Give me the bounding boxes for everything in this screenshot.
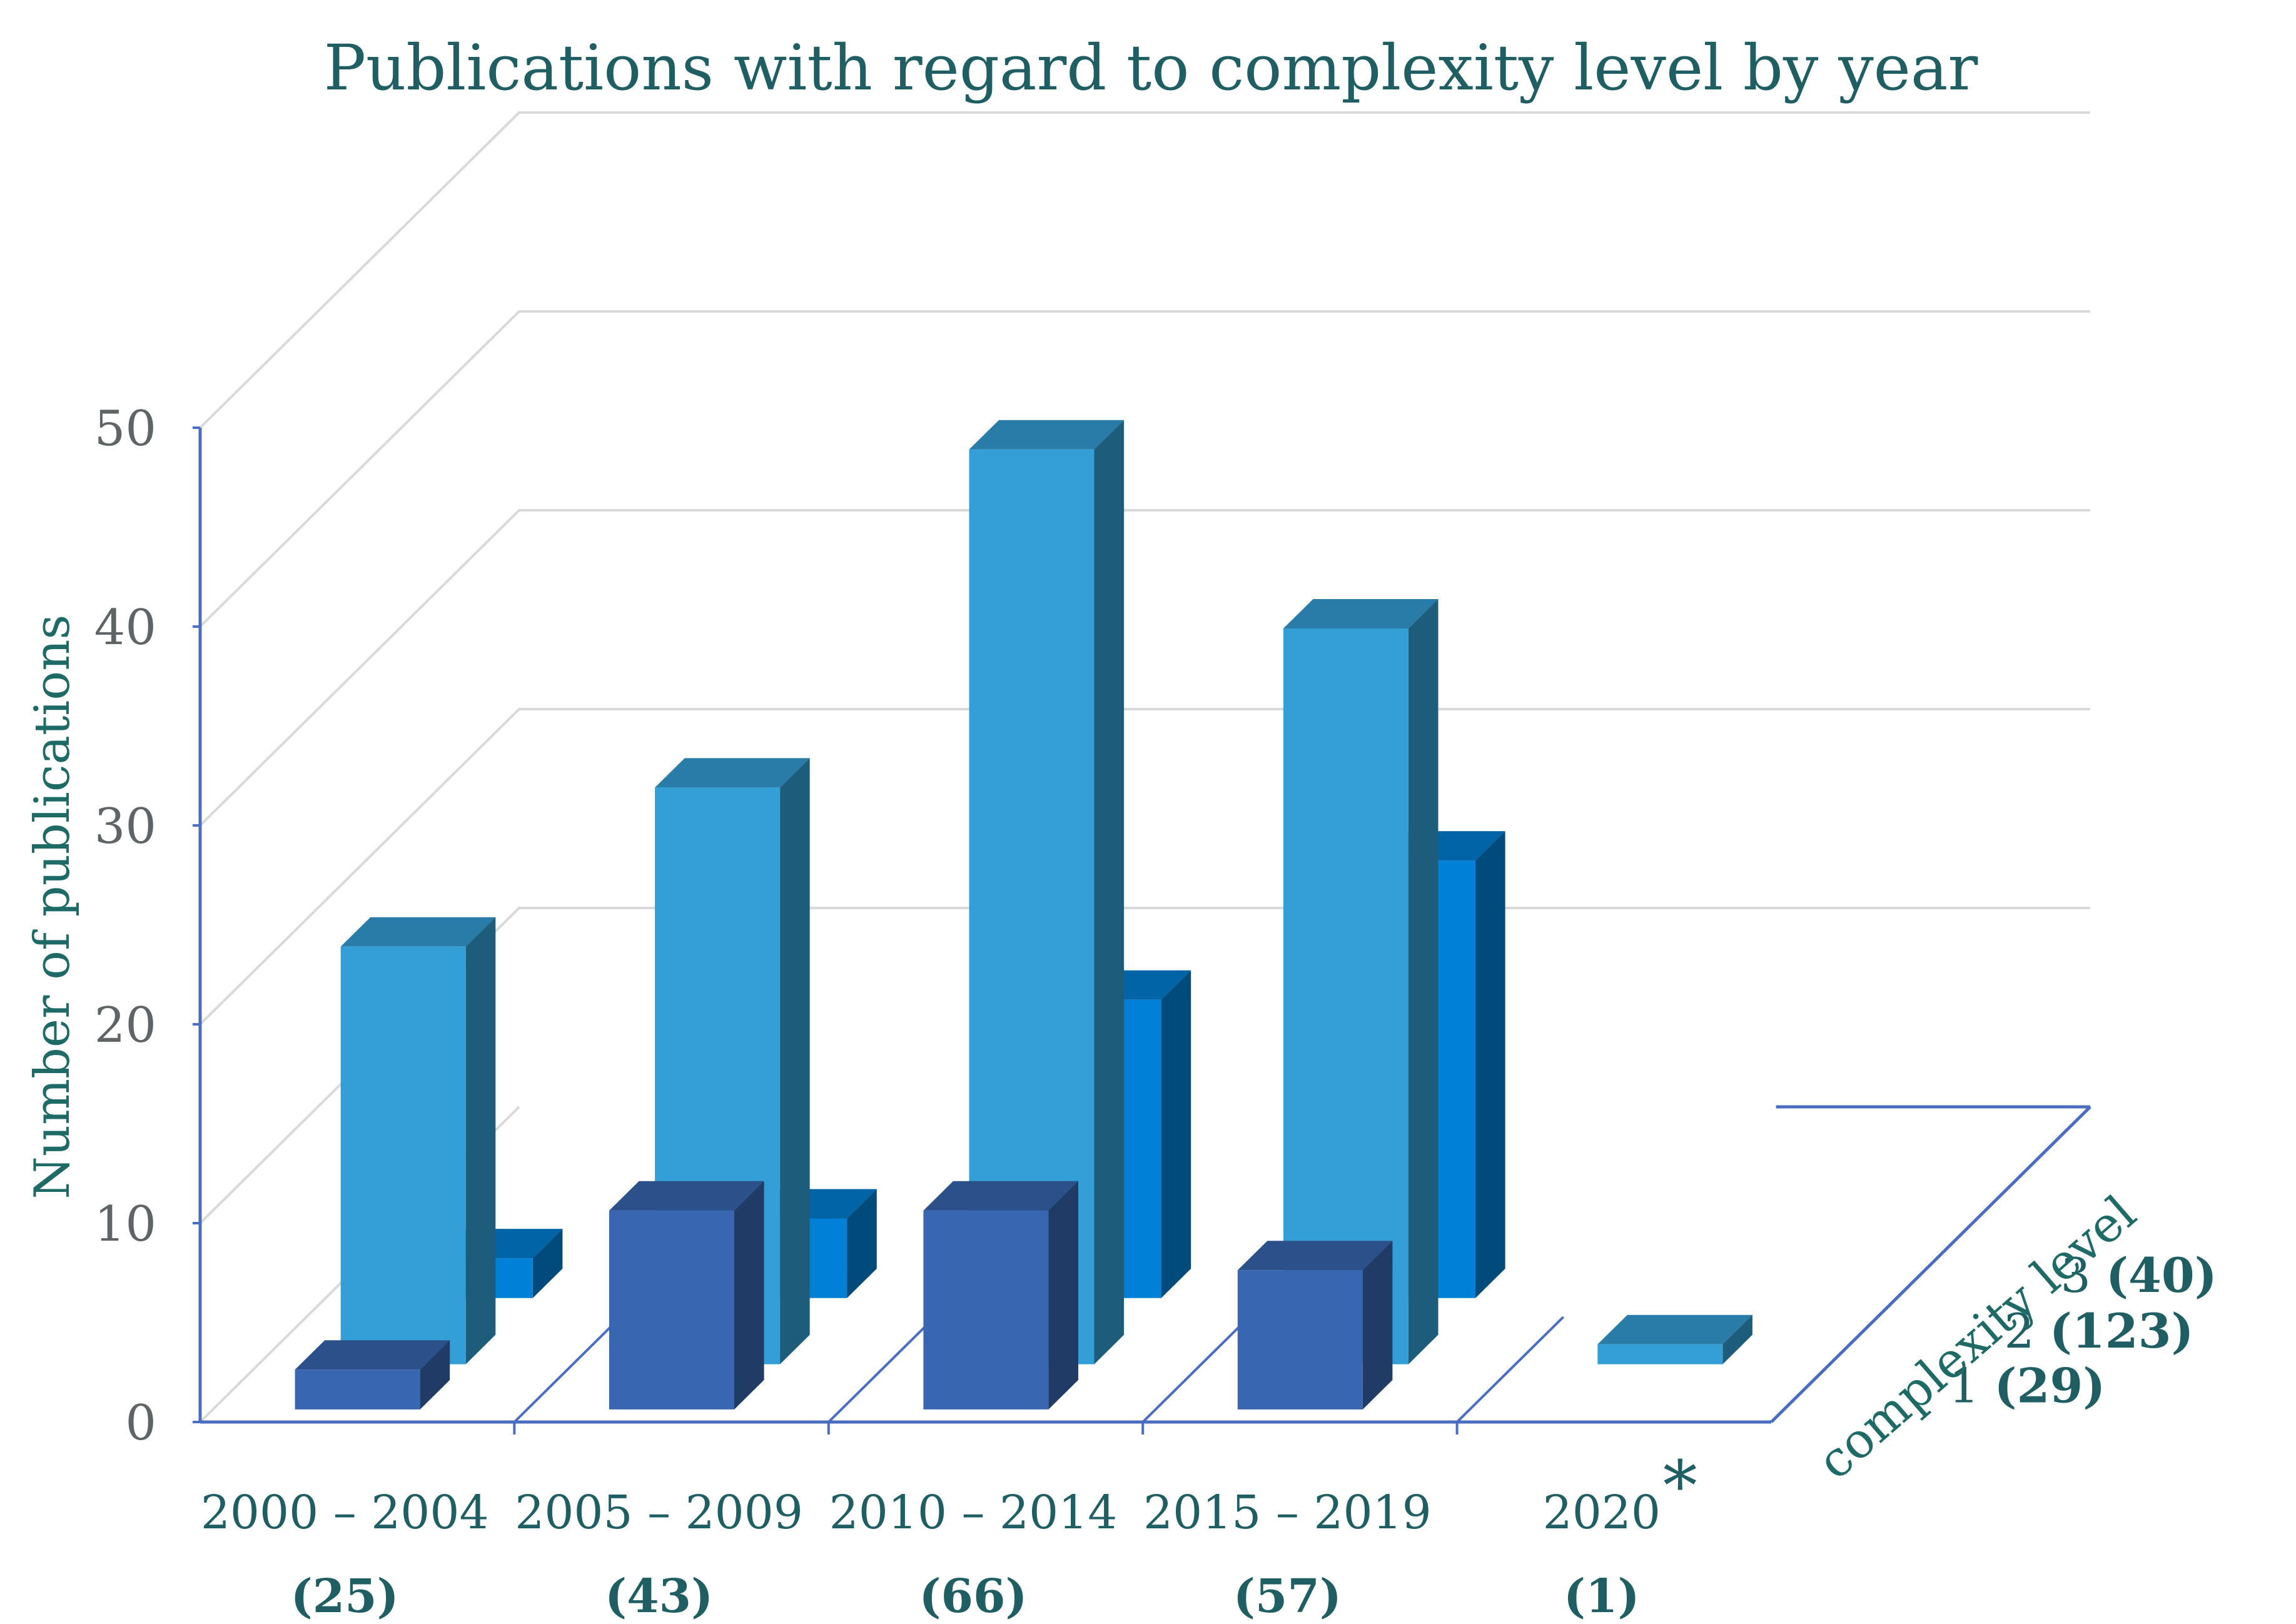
gridline: [199, 708, 2090, 1026]
category-count: (43): [605, 1570, 713, 1623]
floor-divider: [827, 1316, 936, 1423]
depth-axis-series-labels: 1 (29)2 (123)3 (40): [1949, 1248, 2217, 1413]
gridline: [199, 111, 2090, 429]
y-tick-label: 50: [94, 401, 156, 457]
category-label: 2010 – 2014 (66): [829, 1486, 1118, 1623]
category-count: (57): [1233, 1570, 1342, 1623]
series-label: 2 (123): [2004, 1303, 2193, 1359]
category-count: (66): [919, 1570, 1027, 1623]
category-label: 2020 (1) *: [1543, 1446, 1697, 1623]
gridlines: [199, 111, 2090, 1423]
gridline: [199, 509, 2090, 827]
category-count: (1): [1564, 1570, 1640, 1623]
category-name: 2020: [1543, 1486, 1661, 1540]
category-label: 2005 – 2009 (43): [515, 1486, 803, 1623]
floor-divider: [1141, 1316, 1250, 1423]
x-axis-categories: 2000 – 2004 (25) 2005 – 2009 (43) 2010 – 201…: [201, 1446, 1697, 1623]
bar-series-2-0: [340, 917, 496, 1364]
bar-series-1-3: [1237, 1241, 1393, 1410]
category-name: 2005 – 2009: [515, 1486, 803, 1540]
axes: [198, 428, 2091, 1435]
category-name: 2000 – 2004: [201, 1486, 489, 1540]
y-tick-label: 10: [94, 1196, 156, 1253]
floor-divider: [1456, 1316, 1565, 1423]
y-axis-title: Number of publications: [24, 615, 81, 1199]
bar-series-2-3: [1283, 598, 1439, 1364]
category-asterisk: *: [1663, 1446, 1697, 1526]
floor-divider: [513, 1316, 622, 1423]
category-label: 2000 – 2004 (25): [201, 1486, 489, 1623]
gridline: [199, 310, 2090, 628]
y-tick-label: 40: [94, 600, 156, 656]
bar-series-1-2: [923, 1181, 1078, 1410]
chart-title: Publications with regard to complexity l…: [324, 31, 1978, 104]
bars: [295, 420, 1752, 1410]
category-name: 2015 – 2019: [1143, 1486, 1432, 1540]
series-label: 3 (40): [2061, 1248, 2217, 1303]
bar-series-1-1: [609, 1181, 764, 1410]
category-name: 2010 – 2014: [829, 1486, 1118, 1540]
category-count: (25): [291, 1570, 399, 1623]
gridline: [199, 907, 2090, 1224]
y-tick-label: 0: [125, 1395, 156, 1451]
bar-series-2-2: [969, 420, 1125, 1364]
y-axis-ticks: 0 10 20 30 40 50: [94, 401, 200, 1451]
series-label: 1 (29): [1949, 1358, 2105, 1413]
y-tick-label: 20: [94, 997, 156, 1054]
depth-axis-line: [1770, 1106, 2091, 1423]
bar-series-2-4: [1597, 1314, 1752, 1364]
y-tick-label: 30: [94, 799, 156, 855]
bar-series-1-0: [295, 1340, 450, 1410]
category-label: 2015 – 2019 (57): [1143, 1486, 1432, 1623]
